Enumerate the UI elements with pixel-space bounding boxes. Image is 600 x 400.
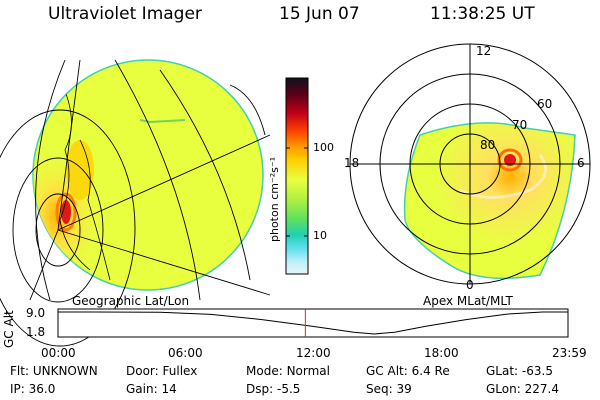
time-tick-4: 23:59 [552, 346, 587, 360]
orbit-altitude-line [58, 311, 568, 335]
colorbar-unit-label: photon cm⁻²s⁻¹ [268, 156, 281, 242]
mlt-12-label: 12 [476, 44, 492, 58]
instrument-title: Ultraviolet Imager [48, 4, 202, 24]
altitude-plot-frame [57, 308, 569, 338]
seq-info: Seq: 39 [366, 382, 412, 396]
auroral-oval [403, 122, 576, 280]
glat-info: GLat: -63.5 [486, 364, 553, 378]
gc-alt-axis-label: GC Alt [2, 310, 16, 348]
lat-lon-grid [0, 59, 271, 347]
polar-hotspot [504, 154, 516, 166]
mlat-60-label: 60 [537, 97, 553, 111]
polar-mlt-plot [349, 43, 591, 285]
mlt-6-label: 6 [577, 156, 585, 170]
geographic-panel-label: Geographic Lat/Lon [72, 294, 190, 308]
altitude-plot [57, 308, 569, 338]
dsp-info: Dsp: -5.5 [246, 382, 301, 396]
polar-grid [349, 43, 591, 285]
flight-info: Flt: UNKNOWN [10, 364, 98, 378]
geographic-image [0, 59, 271, 347]
image-time: 11:38:25 UT [430, 4, 535, 24]
door-info: Door: Fullex [126, 364, 198, 378]
color-scale-bar [285, 77, 309, 275]
gain-info: Gain: 14 [126, 382, 177, 396]
time-tick-2: 12:00 [296, 346, 331, 360]
gc-alt-info: GC Alt: 6.4 Re [366, 364, 450, 378]
time-tick-0: 00:00 [41, 346, 76, 360]
polar-panel-label: Apex MLat/MLT [423, 294, 513, 308]
alt-tick-low: 1.8 [26, 325, 46, 339]
image-date: 15 Jun 07 [279, 4, 360, 24]
colorbar-tick-10: 10 [313, 229, 327, 242]
mode-info: Mode: Normal [246, 364, 330, 378]
mlt-0-label: 0 [466, 278, 474, 292]
ip-info: IP: 36.0 [10, 382, 56, 396]
auroral-hotspot [61, 200, 71, 224]
glon-info: GLon: 227.4 [486, 382, 559, 396]
coastline [59, 79, 91, 271]
alt-tick-high: 9.0 [26, 306, 46, 320]
time-tick-1: 06:00 [168, 346, 203, 360]
colorbar-tick-100: 100 [313, 141, 334, 154]
mlat-70-label: 70 [512, 118, 528, 132]
mlat-80-label: 80 [480, 138, 496, 152]
mlt-18-label: 18 [344, 156, 360, 170]
time-tick-3: 18:00 [424, 346, 459, 360]
